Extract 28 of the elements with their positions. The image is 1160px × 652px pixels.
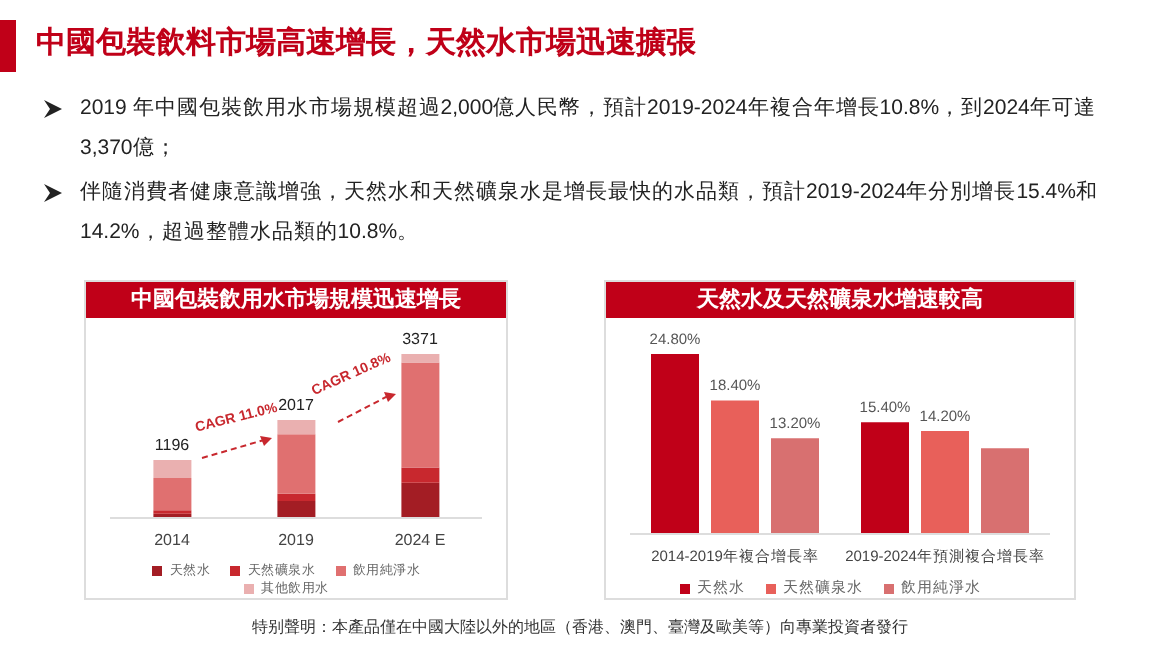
bar [277,419,316,435]
chart-title: 天然水及天然礦泉水增速較高 [606,282,1074,318]
chart-title: 中國包裝飲用水市場規模迅速增長 [86,282,506,318]
text: 特别聲明：本產品僅在中國大陸以外的地區（香港、澳門、臺灣及歐美等）向專業投資者發行 [250,616,910,638]
text: 2019 年中國包裝飲用水市場規模超過2,000億人民幣，預計2019-2024年複合年增長10.8%，到2024年可達3,370億； [78,94,1098,164]
text: 中國包裝飲料市場高速增長，天然水市場迅速擴張 [36,24,696,62]
bar [401,362,440,468]
bar [981,448,1029,534]
bar [771,438,819,534]
annotation: 1196 [154,435,191,454]
x-tick-label: 2024 E [394,531,446,550]
annotation: 3371 [402,330,439,348]
bar [401,482,440,518]
bar [401,467,440,483]
bar [277,500,316,518]
annotation: 2017 [278,395,315,414]
bar [277,434,316,494]
bar [651,354,699,534]
bar [153,477,192,511]
x-tick-label: 2014 [154,531,191,550]
bar [711,400,759,534]
text: 伴隨消費者健康意識增強，天然水和天然礦泉水是增長最快的水品類，預計2019-2024年分別增長15.4%和14.2%，超過整體水品類的10.8%。 [78,178,1100,248]
bar [401,354,440,363]
bar [277,493,316,501]
bar [861,422,909,534]
bar [153,459,192,478]
x-tick-label: 2019 [278,531,315,550]
bar [921,430,969,534]
